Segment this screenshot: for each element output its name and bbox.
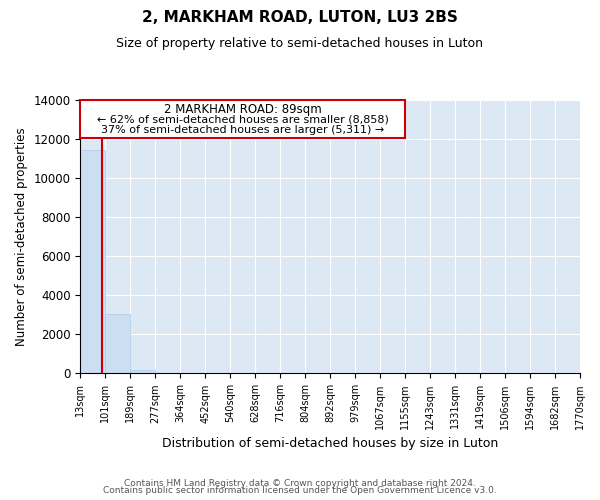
Y-axis label: Number of semi-detached properties: Number of semi-detached properties (15, 128, 28, 346)
Text: Contains HM Land Registry data © Crown copyright and database right 2024.: Contains HM Land Registry data © Crown c… (124, 478, 476, 488)
Bar (130, 370, 155, 374)
X-axis label: Distribution of semi-detached houses by size in Luton: Distribution of semi-detached houses by … (162, 437, 499, 450)
Text: Size of property relative to semi-detached houses in Luton: Size of property relative to semi-detach… (116, 38, 484, 51)
Text: ← 62% of semi-detached houses are smaller (8,858): ← 62% of semi-detached houses are smalle… (97, 114, 389, 124)
Text: 37% of semi-detached houses are larger (5,311) →: 37% of semi-detached houses are larger (… (101, 124, 385, 134)
FancyBboxPatch shape (80, 100, 405, 138)
Text: Contains public sector information licensed under the Open Government Licence v3: Contains public sector information licen… (103, 486, 497, 495)
Bar (106, 314, 130, 374)
Text: 2 MARKHAM ROAD: 89sqm: 2 MARKHAM ROAD: 89sqm (164, 103, 322, 116)
Bar (80, 150, 106, 374)
Text: 2, MARKHAM ROAD, LUTON, LU3 2BS: 2, MARKHAM ROAD, LUTON, LU3 2BS (142, 10, 458, 25)
